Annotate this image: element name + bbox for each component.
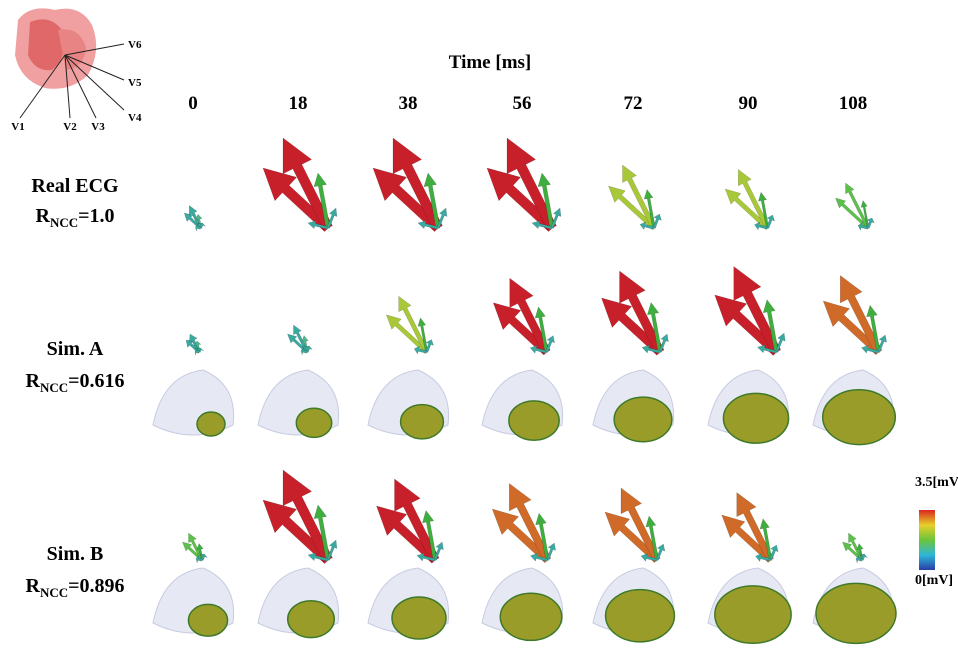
time-label: 56 xyxy=(513,93,532,114)
heart-activation xyxy=(188,604,227,636)
heart-activation xyxy=(288,601,335,638)
row-label: Real ECG xyxy=(31,175,119,197)
time-label: 18 xyxy=(289,93,308,114)
colorbar-min: 0[mV] xyxy=(915,573,953,588)
lead-label: V4 xyxy=(128,112,142,124)
heart-activation xyxy=(296,408,331,437)
heart-activation xyxy=(816,583,896,643)
heart-activation xyxy=(614,397,672,442)
metric-symbol: R xyxy=(25,370,40,392)
lead-label: V5 xyxy=(128,77,142,89)
heart-activation xyxy=(606,590,675,642)
heart-activation xyxy=(823,390,896,445)
row-metric: RNCC=0.616 xyxy=(25,370,124,395)
metric-symbol: R xyxy=(25,575,40,597)
time-label: 108 xyxy=(839,93,868,114)
time-label: 0 xyxy=(188,93,198,114)
figure: Time [ms] 3.5[mV] 0[mV] V1 V2 V3 V4 V5 V6 0 18 3… xyxy=(0,0,958,658)
metric-value: =0.896 xyxy=(68,575,124,597)
metric-subscript: NCC xyxy=(40,585,68,600)
metric-symbol: R xyxy=(35,205,50,227)
metric-value: =0.616 xyxy=(68,370,124,392)
row-label: Sim. B xyxy=(47,543,104,565)
lead-label: V3 xyxy=(91,121,105,133)
metric-subscript: NCC xyxy=(50,215,78,230)
heart-activation xyxy=(509,401,559,440)
metric-value: =1.0 xyxy=(78,205,114,227)
heart-activation xyxy=(392,597,446,639)
colorbar-max: 3.5[mV] xyxy=(915,475,958,490)
heart-activation xyxy=(197,412,225,436)
row-label: Sim. A xyxy=(47,338,104,360)
colorbar xyxy=(919,510,935,570)
lead-label: V6 xyxy=(128,39,142,51)
lead-label: V2 xyxy=(63,121,77,133)
torso-icon xyxy=(15,8,124,118)
time-label: 38 xyxy=(399,93,418,114)
row-metric: RNCC=1.0 xyxy=(35,205,114,230)
lead-label: V1 xyxy=(11,121,24,133)
metric-subscript: NCC xyxy=(40,380,68,395)
heart-activation xyxy=(715,586,791,643)
heart-activation xyxy=(401,405,444,439)
heart-activation xyxy=(723,393,788,443)
time-label: 72 xyxy=(624,93,643,114)
row-metric: RNCC=0.896 xyxy=(25,575,124,600)
heart-activation xyxy=(500,593,561,640)
time-axis-title: Time [ms] xyxy=(449,52,532,73)
time-label: 90 xyxy=(739,93,758,114)
